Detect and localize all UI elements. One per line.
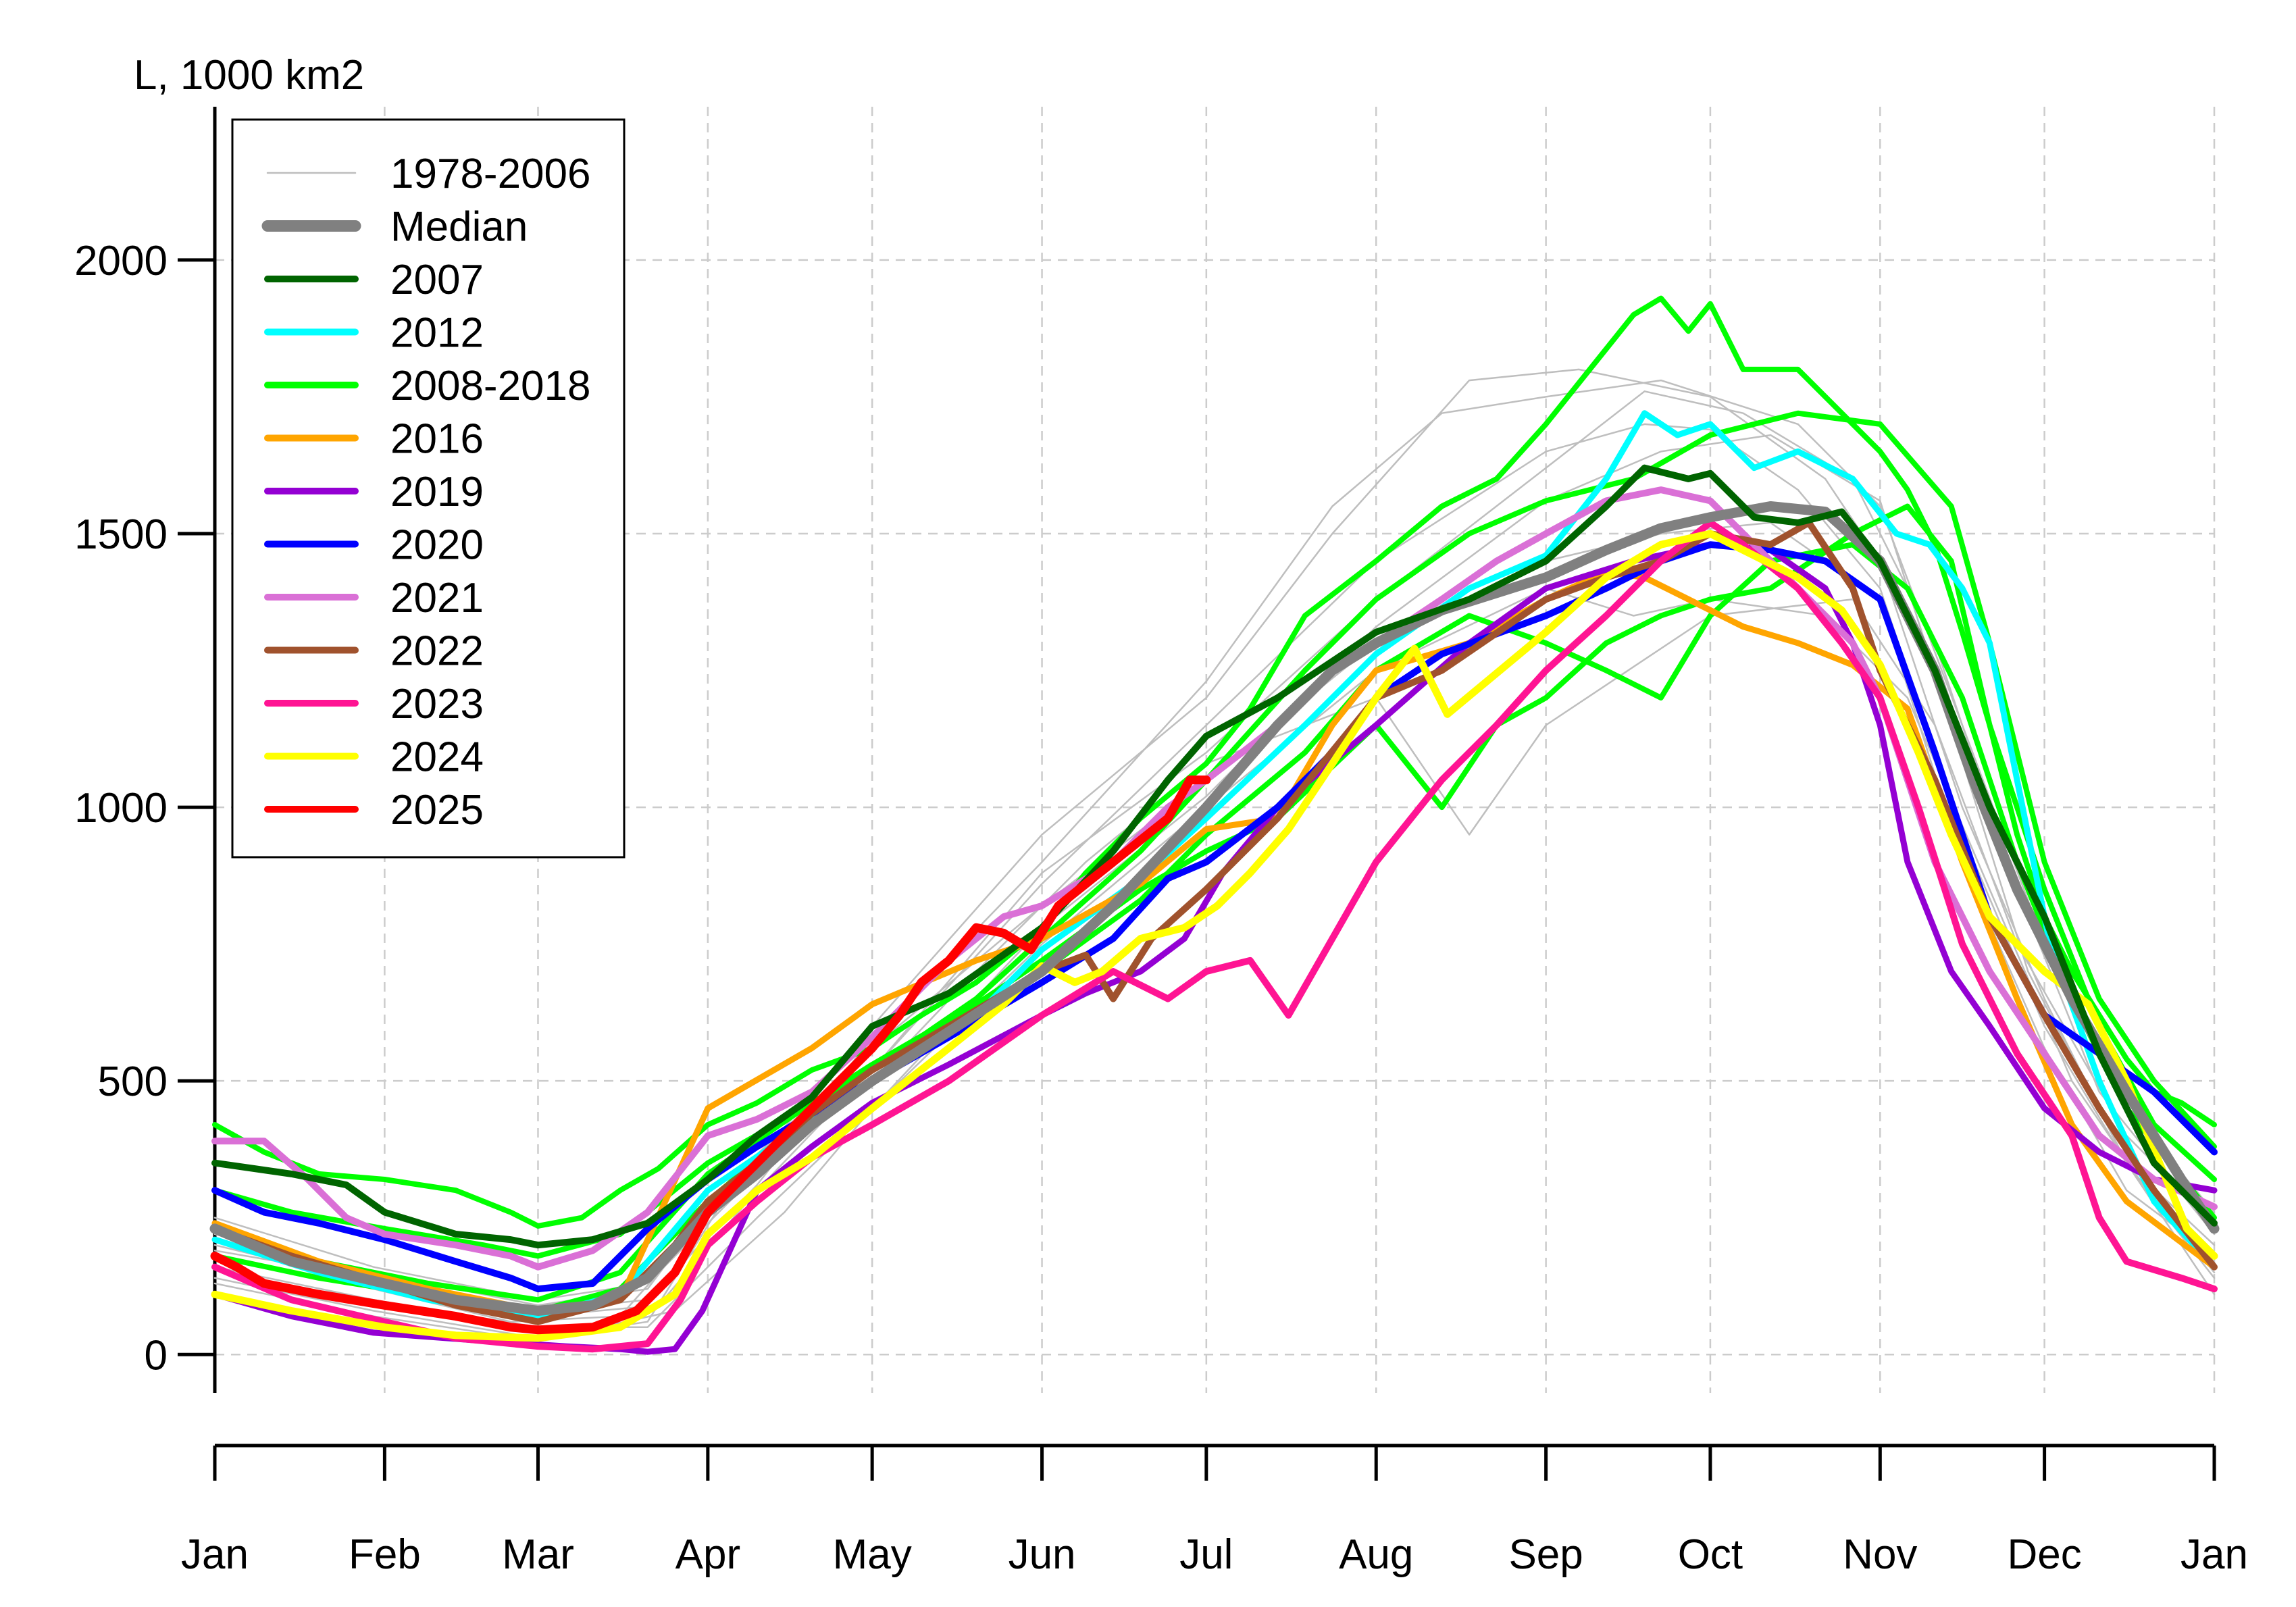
legend-label: 2019 (390, 469, 484, 515)
y-tick-label: 1500 (74, 511, 168, 558)
x-tick-label: May (833, 1531, 912, 1578)
y-tick-label: 0 (145, 1332, 168, 1379)
legend-label: 2008-2018 (390, 363, 591, 409)
y-tick-label: 500 (98, 1058, 168, 1105)
x-tick-label: Nov (1843, 1531, 1917, 1578)
series-line-2007 (211, 464, 2218, 1249)
axes: L, 1000 km2 0 500 1000 1500 2000 Jan Feb Mar Apr… (74, 52, 2248, 1578)
x-tick-label: Jan (2180, 1531, 2248, 1578)
legend-label: 2024 (390, 734, 484, 781)
x-tick-label: Jul (1179, 1531, 1233, 1578)
x-tick-label: Dec (2007, 1531, 2081, 1578)
x-tick-label: Sep (1508, 1531, 1583, 1578)
y-axis-title: L, 1000 km2 (134, 52, 364, 99)
series-line-1978-2006 (213, 587, 2216, 1329)
legend-label: 2023 (390, 681, 484, 728)
x-tick-label: Feb (349, 1531, 421, 1578)
plot-area (209, 295, 2220, 1355)
x-tick-label: Aug (1339, 1531, 1413, 1578)
legend-label: 2016 (390, 416, 484, 463)
legend-label: 1978-2006 (390, 151, 591, 197)
legend-label: 2007 (390, 257, 484, 303)
y-tick-label: 2000 (74, 238, 168, 284)
legend: 1978-2006 Median 2007 2012 2008-2018 2016 2019… (231, 118, 626, 859)
series-line-2023 (211, 519, 2218, 1353)
series-line-1978-2006 (213, 379, 2216, 1312)
series-line-2024 (211, 530, 2218, 1342)
x-tick-label: Jun (1009, 1531, 1076, 1578)
x-tick-label: Jan (181, 1531, 249, 1578)
x-tick-label: Oct (1678, 1531, 1743, 1578)
x-tick-label: Mar (502, 1531, 574, 1578)
series-line-2020 (211, 541, 2218, 1293)
series-line-2008-2018 (212, 295, 2217, 1229)
x-tick-label: Apr (675, 1531, 740, 1578)
legend-label: 2012 (390, 310, 484, 357)
legend-label: 2020 (390, 522, 484, 569)
series-line-2008-2018 (212, 410, 2217, 1259)
series-line-median (209, 501, 2220, 1316)
y-tick-label: 1000 (74, 785, 168, 832)
legend-label: 2022 (390, 628, 484, 675)
legend-label: Median (390, 204, 528, 251)
series-line-2025 (210, 775, 1211, 1335)
legend-label: 2025 (390, 787, 484, 834)
legend-label: 2021 (390, 575, 484, 621)
